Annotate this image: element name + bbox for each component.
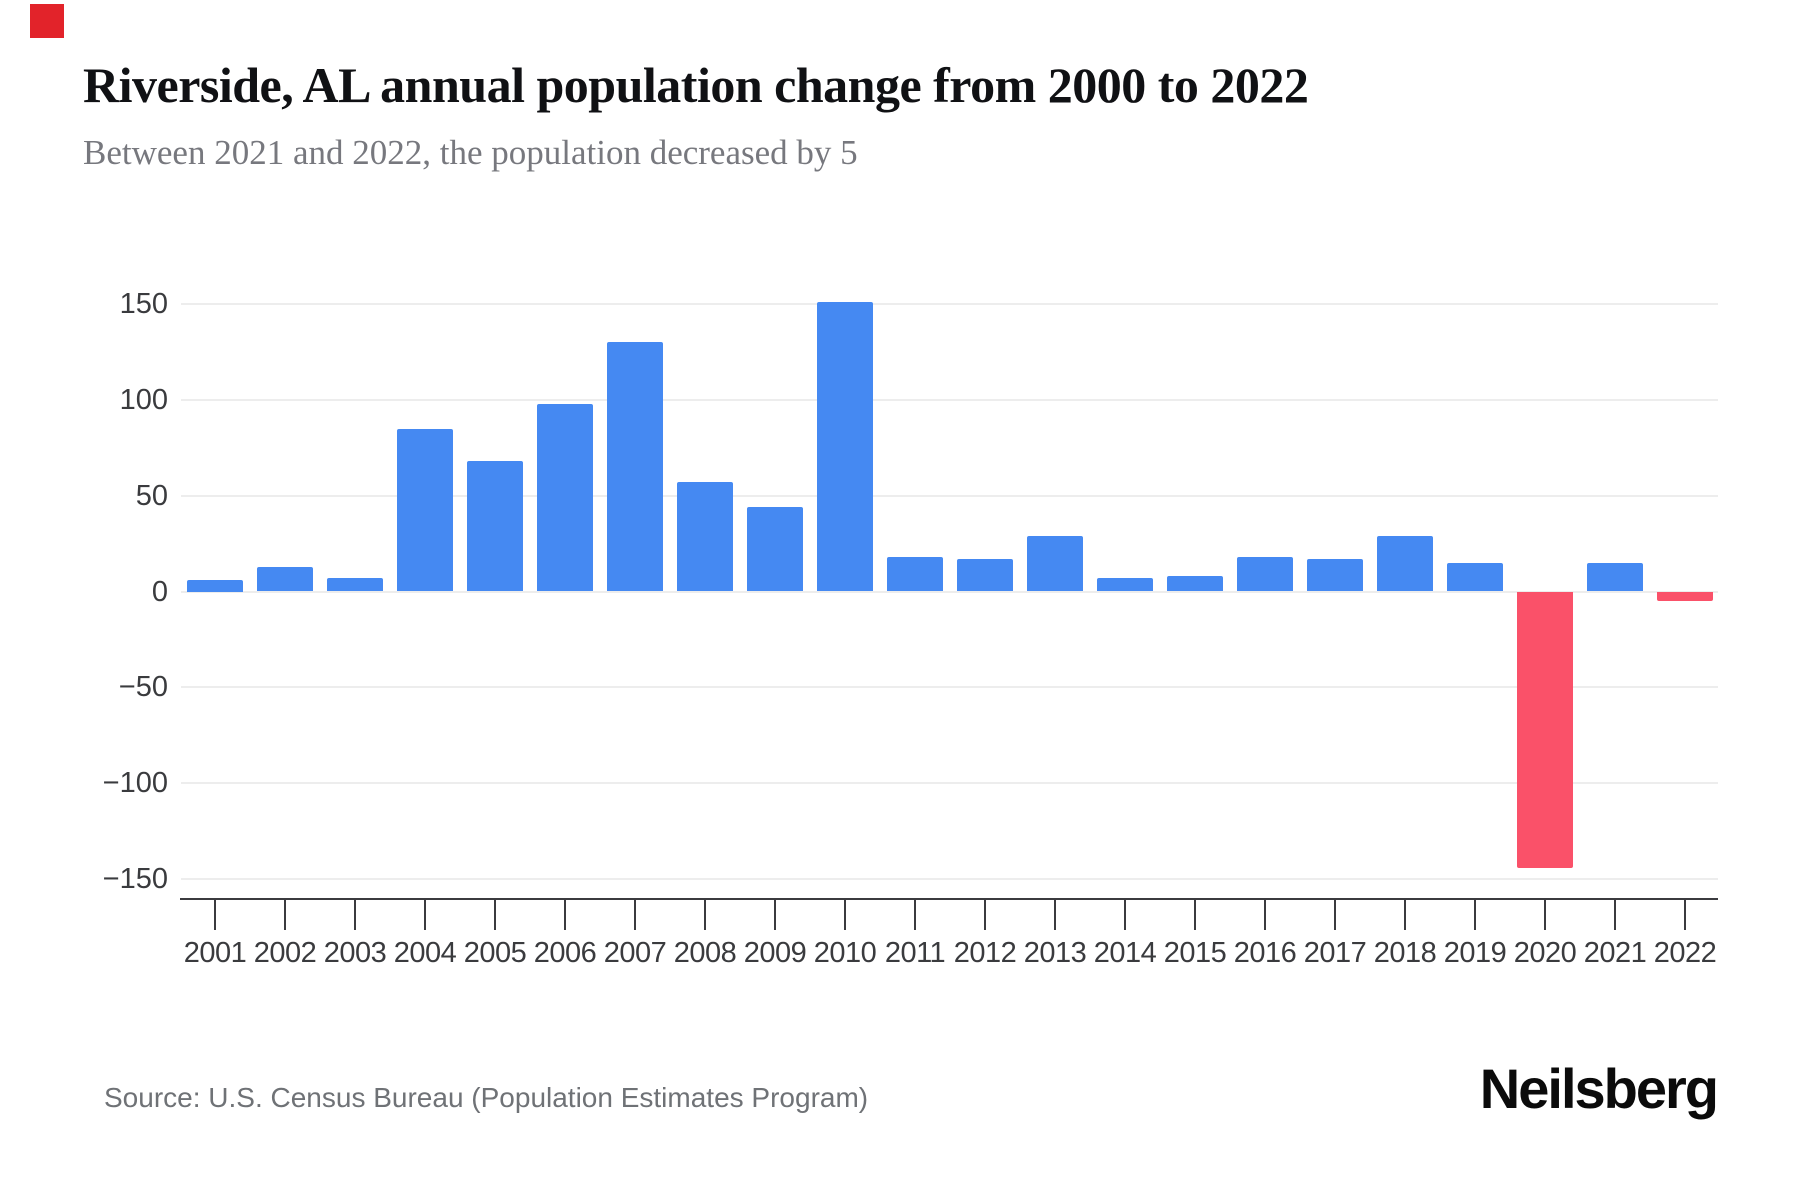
x-axis-label-2020: 2020 bbox=[1513, 937, 1577, 969]
x-tick-2012 bbox=[984, 900, 986, 930]
x-tick-2011 bbox=[914, 900, 916, 930]
neilsberg-logo: Neilsberg bbox=[1479, 1057, 1719, 1120]
x-tick-2018 bbox=[1404, 900, 1406, 930]
bar-2009[interactable] bbox=[747, 507, 803, 592]
y-axis-label-0: 0 bbox=[151, 575, 168, 608]
bar-2002[interactable] bbox=[257, 566, 313, 592]
gridline-0 bbox=[181, 590, 1718, 593]
bar-chart: 150 100 50 0 −50 −100 −150 2001 2002 2003 2004 200… bbox=[102, 287, 1718, 969]
x-axis-label-2018: 2018 bbox=[1373, 937, 1437, 969]
x-tick-2001 bbox=[214, 900, 216, 930]
bar-2008[interactable] bbox=[677, 482, 733, 592]
x-axis-label-2007: 2007 bbox=[603, 937, 667, 969]
x-tick-2022 bbox=[1684, 900, 1686, 930]
x-axis-label-2014: 2014 bbox=[1093, 937, 1157, 969]
x-axis-label-2015: 2015 bbox=[1163, 937, 1227, 969]
x-axis-label-2011: 2011 bbox=[884, 937, 946, 969]
bar-2020[interactable] bbox=[1517, 591, 1573, 868]
y-axis-label--150: −150 bbox=[102, 863, 168, 895]
bar-2001[interactable] bbox=[187, 580, 243, 592]
bar-2015[interactable] bbox=[1167, 576, 1223, 592]
x-tick-2010 bbox=[844, 900, 846, 930]
x-axis-label-2006: 2006 bbox=[533, 937, 597, 969]
x-tick-2006 bbox=[564, 900, 566, 930]
x-tick-2008 bbox=[704, 900, 706, 930]
x-tick-2016 bbox=[1264, 900, 1266, 930]
bar-2005[interactable] bbox=[467, 461, 523, 592]
x-axis-label-2012: 2012 bbox=[953, 937, 1017, 969]
x-axis-label-2022: 2022 bbox=[1653, 937, 1717, 969]
bar-2003[interactable] bbox=[327, 578, 383, 592]
bar-2013[interactable] bbox=[1027, 535, 1083, 592]
bar-2004[interactable] bbox=[397, 428, 453, 592]
x-tick-2013 bbox=[1054, 900, 1056, 930]
y-axis-label-150: 150 bbox=[119, 287, 168, 320]
gridline--100 bbox=[181, 782, 1718, 785]
gridline--150 bbox=[181, 878, 1718, 880]
bar-2007[interactable] bbox=[607, 342, 663, 592]
chart-subtitle: Between 2021 and 2022, the population de… bbox=[83, 133, 858, 172]
x-axis-label-2013: 2013 bbox=[1023, 937, 1087, 969]
x-axis-label-2004: 2004 bbox=[393, 937, 457, 969]
x-tick-2017 bbox=[1334, 900, 1336, 930]
x-axis-label-2016: 2016 bbox=[1233, 937, 1297, 969]
x-tick-2019 bbox=[1474, 900, 1476, 930]
x-tick-2015 bbox=[1194, 900, 1196, 930]
gridline--50 bbox=[181, 686, 1718, 689]
x-axis-label-2005: 2005 bbox=[463, 937, 527, 969]
x-axis-label-2010: 2010 bbox=[813, 937, 877, 969]
x-axis-label-2019: 2019 bbox=[1443, 937, 1507, 969]
bar-2017[interactable] bbox=[1307, 558, 1363, 592]
gridline-50 bbox=[181, 494, 1718, 497]
bar-2019[interactable] bbox=[1447, 562, 1503, 592]
x-tick-2005 bbox=[494, 900, 496, 930]
bar-2006[interactable] bbox=[537, 403, 593, 592]
bar-2018[interactable] bbox=[1377, 535, 1433, 592]
bar-2016[interactable] bbox=[1237, 556, 1293, 592]
x-axis-label-2001: 2001 bbox=[183, 937, 247, 969]
bar-2011[interactable] bbox=[887, 556, 943, 592]
x-axis-label-2002: 2002 bbox=[253, 937, 317, 969]
y-axis-label--100: −100 bbox=[102, 767, 168, 800]
x-axis-label-2003: 2003 bbox=[323, 937, 387, 969]
brand-mark-square bbox=[30, 4, 64, 38]
x-tick-2002 bbox=[284, 900, 286, 930]
x-axis-label-2008: 2008 bbox=[673, 937, 737, 969]
x-axis-line bbox=[180, 898, 1718, 900]
bar-2010[interactable] bbox=[817, 302, 873, 592]
source-note: Source: U.S. Census Bureau (Population E… bbox=[104, 1082, 869, 1113]
gridline-150 bbox=[181, 302, 1718, 305]
y-axis-label--50: −50 bbox=[118, 671, 168, 704]
x-tick-2020 bbox=[1544, 900, 1546, 930]
x-axis-label-2009: 2009 bbox=[743, 937, 807, 969]
x-tick-2021 bbox=[1614, 900, 1616, 930]
x-tick-2004 bbox=[424, 900, 426, 930]
x-tick-2009 bbox=[774, 900, 776, 930]
x-tick-2014 bbox=[1124, 900, 1126, 930]
bar-2021[interactable] bbox=[1587, 562, 1643, 592]
x-tick-2003 bbox=[354, 900, 356, 930]
bar-2014[interactable] bbox=[1097, 578, 1153, 592]
bar-2022[interactable] bbox=[1657, 591, 1713, 602]
x-axis-label-2017: 2017 bbox=[1303, 937, 1367, 969]
y-axis-label-100: 100 bbox=[119, 383, 168, 416]
gridline-100 bbox=[181, 398, 1718, 401]
x-axis-label-2021: 2021 bbox=[1583, 937, 1647, 969]
bar-2012[interactable] bbox=[957, 558, 1013, 592]
y-axis-label-50: 50 bbox=[135, 479, 168, 512]
chart-title: Riverside, AL annual population change f… bbox=[83, 57, 1309, 113]
x-tick-2007 bbox=[634, 900, 636, 930]
